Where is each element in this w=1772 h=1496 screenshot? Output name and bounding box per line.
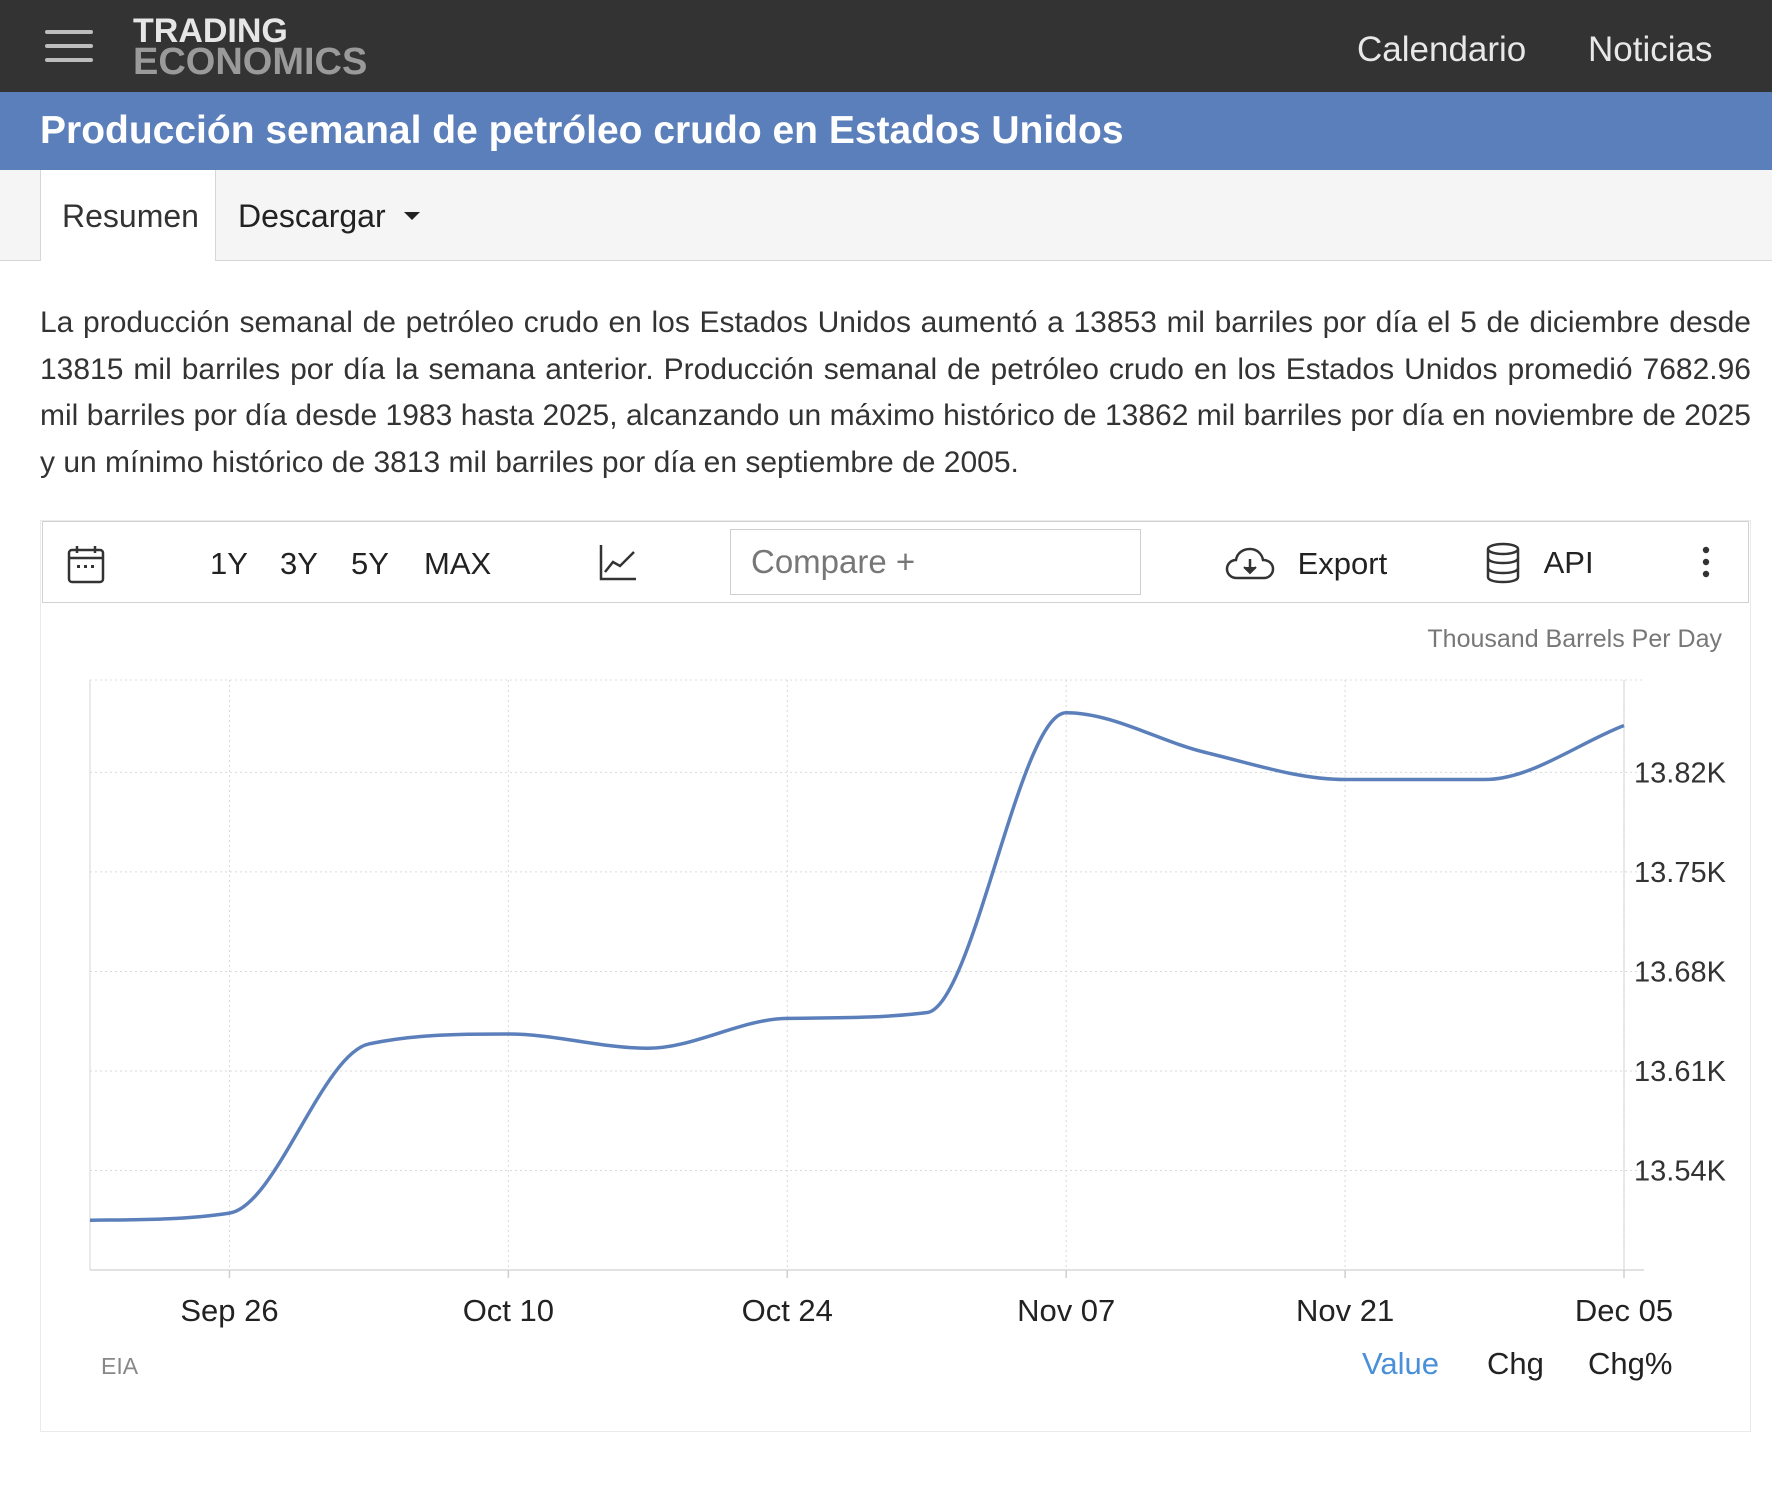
top-nav: TRADING ECONOMICS Calendario Noticias [0, 0, 1772, 92]
cloud-download-icon [1225, 547, 1275, 580]
nav-noticias[interactable]: Noticias [1588, 30, 1713, 69]
tab-descargar-dropdown[interactable]: Descargar [238, 198, 420, 235]
view-chg-pct-button[interactable]: Chg% [1588, 1346, 1673, 1381]
chart-toolbar: 1Y 3Y 5Y MAX Export API [42, 521, 1749, 603]
chart-card [40, 520, 1751, 1432]
range-5y-button[interactable]: 5Y [351, 546, 389, 581]
export-button[interactable]: Export [1225, 544, 1387, 582]
api-label: API [1543, 545, 1594, 580]
line-chart-icon[interactable] [598, 542, 638, 590]
source-label: EIA [101, 1353, 139, 1379]
hamburger-menu-icon[interactable] [45, 28, 93, 64]
caret-down-icon [403, 211, 420, 220]
tab-resumen[interactable]: Resumen [40, 170, 216, 261]
api-button[interactable]: API [1485, 542, 1594, 584]
calendar-icon[interactable] [67, 544, 105, 592]
unit-label: Thousand Barrels Per Day [1427, 625, 1722, 653]
tab-resumen-label: Resumen [62, 198, 199, 234]
range-3y-button[interactable]: 3Y [280, 546, 318, 581]
summary-text: La producción semanal de petróleo crudo … [40, 306, 1751, 479]
compare-input[interactable] [730, 529, 1141, 595]
tab-descargar-label: Descargar [238, 198, 386, 234]
logo[interactable]: TRADING ECONOMICS [133, 12, 368, 83]
range-max-button[interactable]: MAX [424, 546, 492, 581]
export-label: Export [1297, 545, 1388, 581]
more-vertical-icon[interactable] [1701, 546, 1711, 586]
page-title: Producción semanal de petróleo crudo en … [40, 109, 1124, 152]
tabs-bar: Resumen Descargar [0, 170, 1772, 261]
logo-line1: TRADING [133, 12, 288, 50]
nav-calendario[interactable]: Calendario [1357, 30, 1527, 69]
view-value-button[interactable]: Value [1362, 1346, 1439, 1381]
range-1y-button[interactable]: 1Y [210, 546, 248, 581]
database-icon [1486, 542, 1520, 584]
view-chg-button[interactable]: Chg [1487, 1346, 1544, 1381]
logo-line2: ECONOMICS [133, 41, 368, 83]
title-bar: Producción semanal de petróleo crudo en … [0, 92, 1772, 170]
